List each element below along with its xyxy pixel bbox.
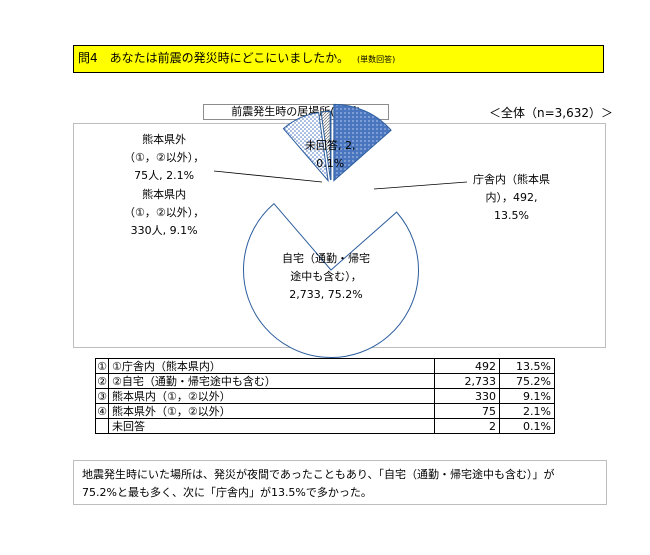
table-cell-percent: 2.1% [499, 403, 555, 419]
label-mikaito: 未回答, 2, 0.1% [305, 139, 356, 170]
table-cell-count: 75 [434, 403, 500, 419]
pie-slice-1 [243, 202, 419, 358]
pie-slice-2 [282, 112, 329, 183]
table-cell-percent: 13.5% [499, 358, 555, 374]
table-cell-label: 熊本県外（①，②以外） [108, 403, 435, 419]
table-cell-percent: 9.1% [499, 388, 555, 404]
table-cell-no: ④ [95, 403, 109, 419]
table-cell-percent: 0.1% [499, 418, 555, 434]
table-cell-count: 330 [434, 388, 500, 404]
table-cell-no: ① [95, 358, 109, 374]
summary-box: 地震発生時にいた場所は、発災が夜間であったこともあり、「自宅（通勤・帰宅途中も含… [73, 460, 607, 505]
table-cell-no: ③ [95, 388, 109, 404]
question-note: (単数回答) [357, 55, 396, 64]
label-kennai: 熊本県内 （①，②以外）， 330人, 9.1% [124, 188, 205, 237]
table-cell-label: 未回答 [108, 418, 435, 434]
table-cell-count: 492 [434, 358, 500, 374]
table-cell-label: ②自宅（通勤・帰宅途中も含む） [108, 373, 435, 389]
label-kencho: 庁舎内（熊本県 内），492, 13.5% [473, 173, 550, 222]
table-cell-label: 熊本県内（①，②以外） [108, 388, 435, 404]
table-row: ④ 熊本県外（①，②以外） 75 2.1% [95, 403, 555, 419]
table-cell-percent: 75.2% [499, 373, 555, 389]
table-cell-label: ①庁舎内（熊本県内） [108, 358, 435, 374]
summary-line-2: 75.2%と最も多く、次に「庁舎内」が13.5%で多かった。 [82, 486, 372, 499]
table-cell-count: 2 [434, 418, 500, 434]
question-text: 問4 あなたは前震の発災時にどこにいましたか。 [78, 51, 350, 65]
leader-kengai [213, 170, 323, 183]
table-cell-no [95, 418, 109, 434]
data-table: ① ①庁舎内（熊本県内） 492 13.5% ② ②自宅（通勤・帰宅途中も含む） 2,733… [95, 358, 555, 434]
table-row: ① ①庁舎内（熊本県内） 492 13.5% [95, 358, 555, 374]
table-row: ② ②自宅（通勤・帰宅途中も含む） 2,733 75.2% [95, 373, 555, 389]
table-cell-count: 2,733 [434, 373, 500, 389]
pie-slice-0 [333, 103, 392, 182]
table-cell-no: ② [95, 373, 109, 389]
total-count: ＜全体（n=3,632）＞ [489, 106, 614, 120]
label-jitaku: 自宅（通勤・帰宅 途中も含む）， 2,733, 75.2% [282, 252, 370, 301]
summary-line-1: 地震発生時にいた場所は、発災が夜間であったこともあり、「自宅（通勤・帰宅途中も含… [82, 468, 555, 481]
leader-kencho [373, 181, 468, 190]
question-header: 問4 あなたは前震の発災時にどこにいましたか。 (単数回答) [73, 45, 604, 73]
label-kengai: 熊本県外 （①，②以外）， 75人, 2.1% [124, 133, 205, 182]
table-row: ③ 熊本県内（①，②以外） 330 9.1% [95, 388, 555, 404]
table-row: 未回答 2 0.1% [95, 418, 555, 434]
